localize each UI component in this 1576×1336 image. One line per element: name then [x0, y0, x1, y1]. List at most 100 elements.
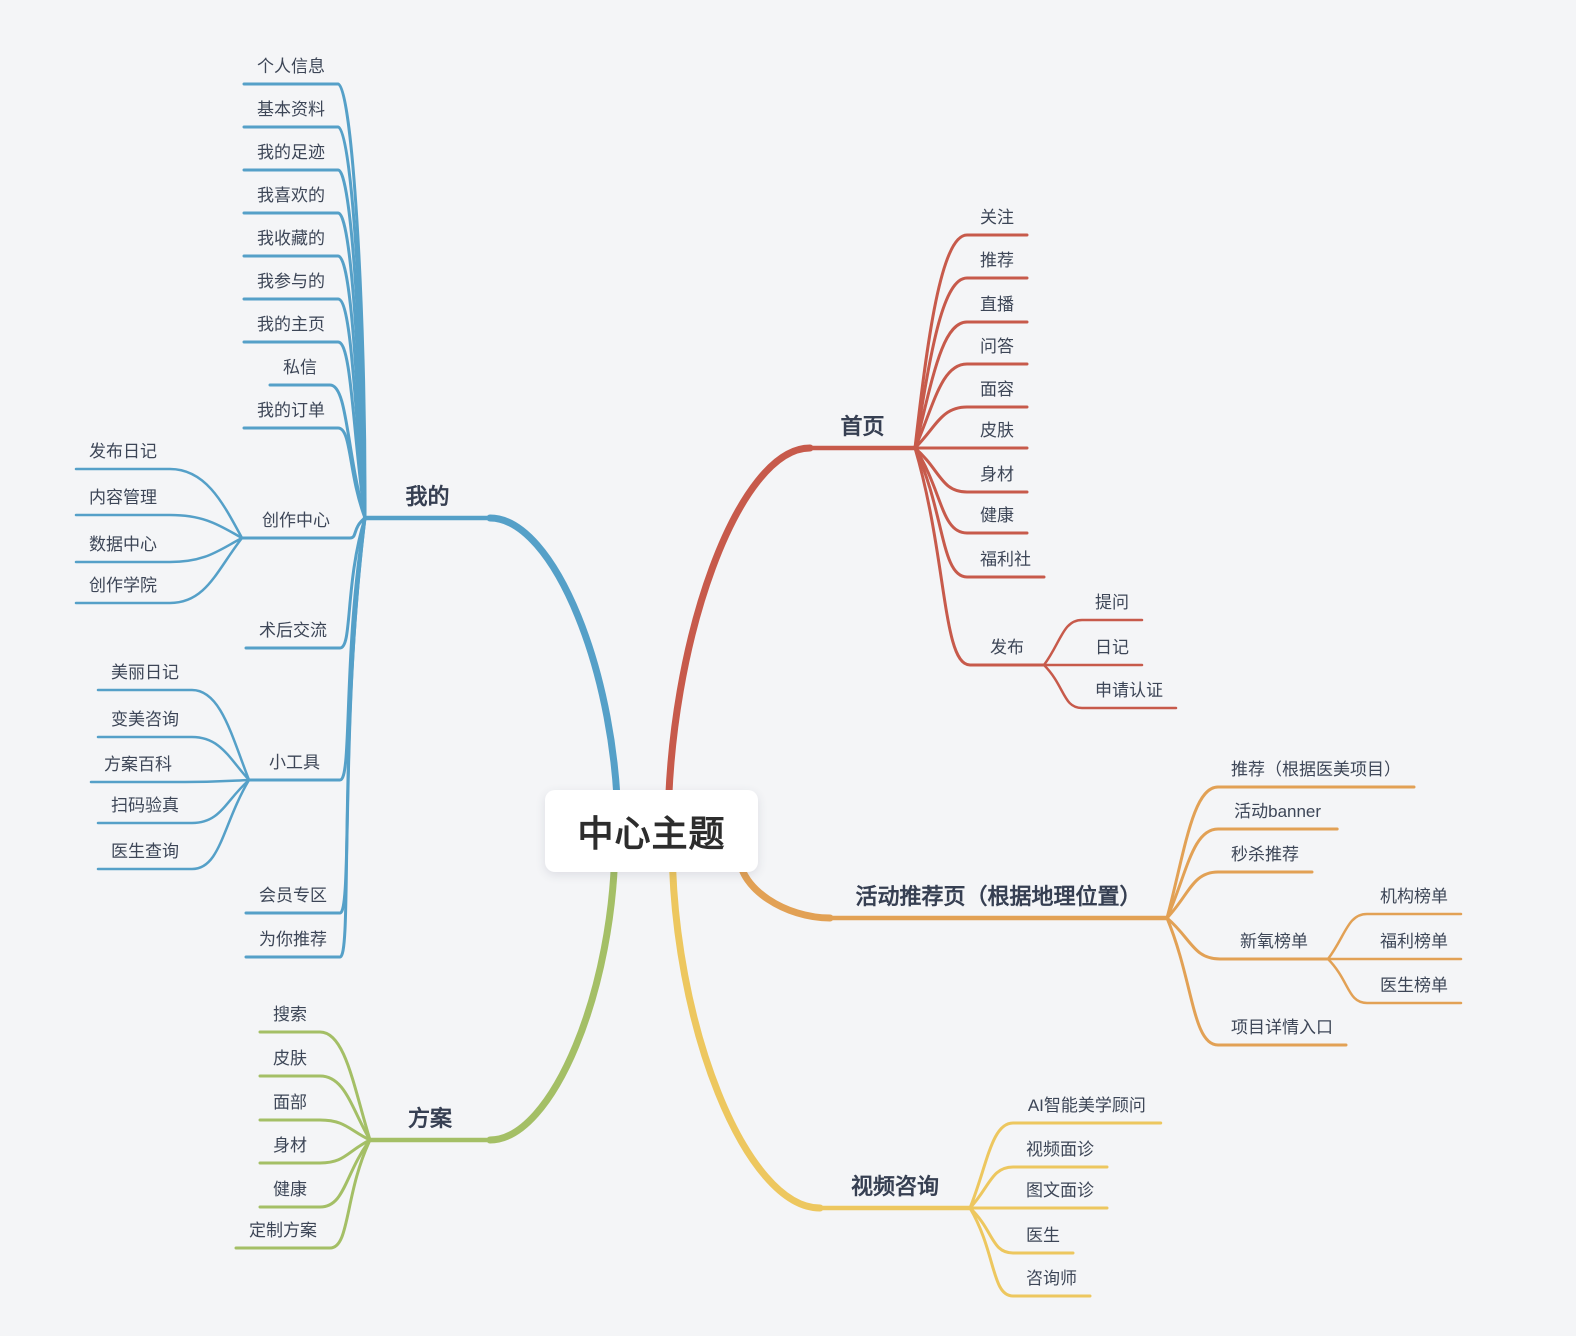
- mindmap-edge: [1165, 916, 1348, 1047]
- topic-node[interactable]: 日记: [1095, 638, 1129, 657]
- topic-node[interactable]: 创作学院: [89, 576, 157, 595]
- mindmap-edge: [1326, 912, 1463, 961]
- topic-node[interactable]: 福利榜单: [1380, 932, 1448, 951]
- topic-node[interactable]: AI智能美学顾问: [1027, 1096, 1146, 1115]
- topic-node[interactable]: 健康: [273, 1180, 307, 1199]
- mindmap-edge: [913, 233, 1029, 450]
- branch-topic-node[interactable]: 首页: [840, 414, 885, 439]
- branch-topic-node[interactable]: 我的: [405, 484, 450, 509]
- topic-node[interactable]: 新氧榜单: [1240, 932, 1308, 951]
- mindmap-edge: [258, 1138, 372, 1165]
- mindmap-edge: [1165, 827, 1339, 920]
- mindmap-edge: [247, 516, 367, 782]
- mindmap-edge: [913, 446, 1029, 494]
- topic-node[interactable]: 身材: [980, 465, 1014, 484]
- topic-node[interactable]: 推荐: [980, 251, 1014, 270]
- topic-node[interactable]: 为你推荐: [259, 930, 327, 949]
- topic-node[interactable]: 皮肤: [980, 421, 1014, 440]
- mindmap-edge: [1042, 663, 1178, 710]
- topic-node[interactable]: 图文面诊: [1026, 1181, 1094, 1200]
- topic-node[interactable]: 我收藏的: [257, 229, 325, 248]
- mindmap-edge: [258, 1138, 372, 1209]
- mindmap-edge: [74, 536, 244, 564]
- topic-node[interactable]: 健康: [980, 506, 1014, 525]
- mindmap-edge: [913, 405, 1029, 450]
- topic-node[interactable]: 医生查询: [111, 842, 179, 861]
- topic-node[interactable]: 皮肤: [273, 1049, 307, 1068]
- topic-node[interactable]: 我参与的: [257, 272, 325, 291]
- mindmap-edge: [242, 340, 367, 520]
- topic-node[interactable]: 机构榜单: [1380, 887, 1448, 906]
- branch-topic-node[interactable]: 方案: [407, 1106, 453, 1131]
- mindmap-edge: [1042, 618, 1144, 667]
- topic-node[interactable]: 医生榜单: [1380, 976, 1448, 995]
- mindmap-edge: [258, 1030, 372, 1142]
- topic-node[interactable]: 会员专区: [259, 886, 327, 905]
- mindmap-edge: [258, 1118, 372, 1142]
- topic-node[interactable]: 提问: [1095, 593, 1129, 612]
- topic-node[interactable]: 小工具: [269, 753, 320, 772]
- topic-node[interactable]: 我喜欢的: [257, 186, 325, 205]
- mindmap-edge: [96, 778, 251, 871]
- mindmap-edge: [968, 1165, 1109, 1210]
- topic-node[interactable]: 面部: [273, 1093, 307, 1112]
- topic-node[interactable]: 发布: [990, 638, 1024, 657]
- topic-node[interactable]: 活动banner: [1234, 802, 1322, 821]
- mindmap-edge: [244, 516, 367, 650]
- mindmap-edge: [74, 467, 244, 540]
- mindmap-edge: [913, 320, 1029, 450]
- topic-node[interactable]: 视频面诊: [1026, 1140, 1094, 1159]
- mindmap-edge: [244, 516, 367, 959]
- topic-node[interactable]: 扫码验真: [111, 796, 179, 815]
- mindmap-edge: [913, 446, 1046, 579]
- topic-node[interactable]: 术后交流: [259, 621, 327, 640]
- topic-node[interactable]: 面容: [980, 380, 1014, 399]
- topic-node[interactable]: 发布日记: [89, 442, 157, 461]
- topic-node[interactable]: 项目详情入口: [1231, 1018, 1333, 1037]
- mindmap-edge: [242, 426, 367, 520]
- topic-node[interactable]: 方案百科: [104, 755, 172, 774]
- mindmap-edge: [913, 446, 1046, 667]
- mindmap-edge: [913, 446, 1029, 535]
- topic-node[interactable]: 创作中心: [262, 511, 330, 530]
- mindmap-edge: [913, 276, 1029, 450]
- topic-node[interactable]: 基本资料: [257, 100, 325, 119]
- mindmap-edge: [486, 834, 619, 1144]
- topic-node[interactable]: 问答: [980, 337, 1014, 356]
- mindmap-edge: [96, 778, 251, 825]
- topic-node[interactable]: 福利社: [980, 550, 1031, 569]
- topic-node[interactable]: 美丽日记: [111, 663, 179, 682]
- topic-node[interactable]: 数据中心: [89, 535, 157, 554]
- topic-node[interactable]: 医生: [1026, 1226, 1060, 1245]
- topic-node[interactable]: 个人信息: [257, 57, 325, 76]
- mindmap-edge: [242, 297, 367, 520]
- mindmap-edge: [74, 536, 244, 605]
- topic-node[interactable]: 身材: [273, 1136, 307, 1155]
- topic-node[interactable]: 直播: [980, 295, 1014, 314]
- mindmap-edge: [89, 778, 251, 784]
- topic-node[interactable]: 秒杀推荐: [1231, 845, 1299, 864]
- topic-node[interactable]: 变美咨询: [111, 710, 179, 729]
- topic-node[interactable]: 我的主页: [257, 315, 325, 334]
- topic-node[interactable]: 定制方案: [249, 1221, 317, 1240]
- mindmap-edge: [258, 1074, 372, 1142]
- topic-node[interactable]: 私信: [283, 358, 317, 377]
- branch-topic-node[interactable]: 视频咨询: [850, 1174, 940, 1199]
- central-topic-node[interactable]: 中心主题: [545, 790, 758, 872]
- mindmap-edge: [486, 514, 622, 836]
- topic-node[interactable]: 我的足迹: [257, 143, 325, 162]
- mindmap-edge: [968, 1206, 1075, 1255]
- topic-node[interactable]: 内容管理: [89, 488, 157, 507]
- topic-node[interactable]: 我的订单: [257, 401, 325, 420]
- topic-node[interactable]: 咨询师: [1026, 1269, 1077, 1288]
- topic-node[interactable]: 申请认证: [1095, 681, 1163, 700]
- topic-node[interactable]: 关注: [980, 208, 1014, 227]
- topic-node[interactable]: 搜索: [273, 1005, 307, 1024]
- mindmap-edge: [664, 444, 814, 836]
- mindmap-edge: [668, 836, 824, 1212]
- topic-node[interactable]: 推荐（根据医美项目）: [1231, 760, 1401, 779]
- mindmap-edge: [1165, 785, 1416, 920]
- branch-topic-node[interactable]: 活动推荐页（根据地理位置）: [855, 884, 1142, 909]
